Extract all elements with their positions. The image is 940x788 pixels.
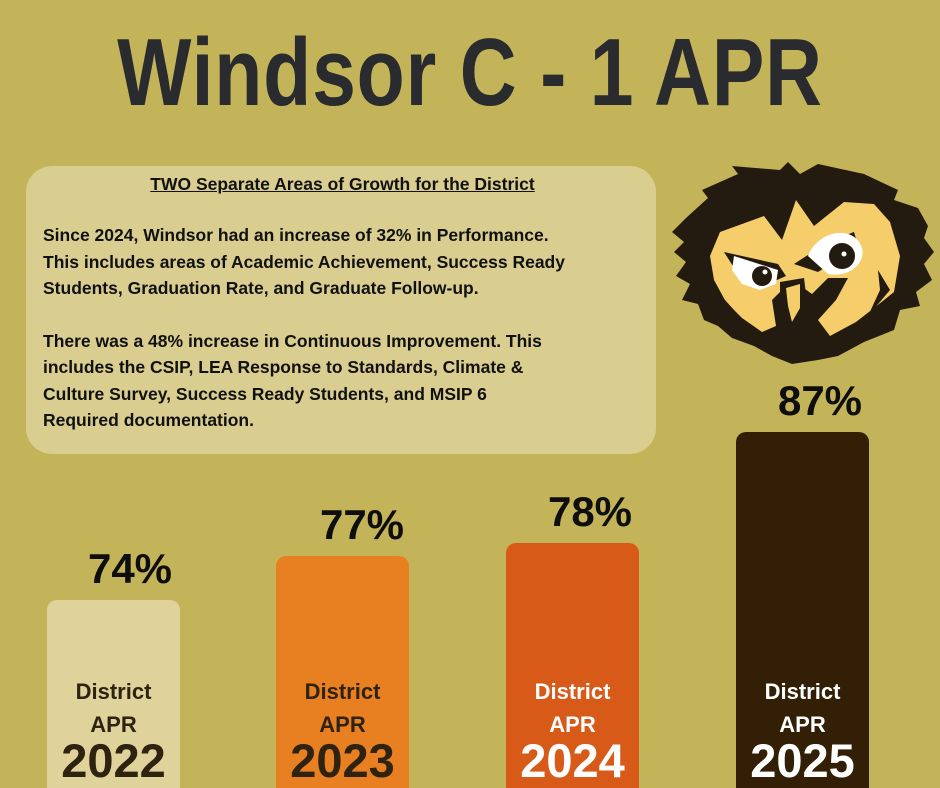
info-box: TWO Separate Areas of Growth for the Dis… [26, 166, 656, 454]
bar-value-2024: 78% [547, 488, 633, 535]
bar-value-2025: 87% [777, 377, 863, 424]
bar-2025: District APR 2025 [736, 432, 869, 788]
info-line: Students, Graduation Rate, and Graduate … [43, 278, 479, 298]
info-paragraph-performance: Since 2024, Windsor had an increase of 3… [43, 222, 642, 302]
bar-label-district: District [75, 679, 152, 704]
bar-2023: District APR 2023 [276, 556, 409, 788]
bar-value-2022: 74% [87, 545, 173, 592]
bar-label-apr: APR [779, 712, 826, 737]
info-line: Since 2024, Windsor had an increase of 3… [43, 225, 549, 245]
bar-2022: District APR 2022 [47, 600, 180, 788]
bar-label-apr: APR [90, 712, 137, 737]
bar-label-district: District [764, 679, 841, 704]
bar-label-year: 2024 [520, 734, 625, 787]
bar-label-apr: APR [549, 712, 596, 737]
info-line: Culture Survey, Success Ready Students, … [43, 383, 487, 404]
bar-label-year: 2023 [290, 734, 395, 787]
info-heading: TWO Separate Areas of Growth for the Dis… [150, 174, 535, 194]
info-line: This includes areas of Academic Achievem… [43, 251, 565, 272]
info-line: includes the CSIP, LEA Response to Stand… [43, 357, 524, 377]
page-title: Windsor C - 1 APR [117, 19, 823, 126]
bar-2024: District APR 2024 [506, 543, 639, 788]
info-line: There was a 48% increase in Continuous I… [43, 330, 542, 351]
info-line: Required documentation. [43, 410, 254, 430]
bar-label-year: 2025 [750, 734, 855, 787]
bar-label-district: District [534, 679, 611, 704]
owl-mascot-icon [672, 162, 934, 364]
bar-label-year: 2022 [61, 734, 166, 787]
bar-value-2023: 77% [319, 501, 405, 548]
bar-label-district: District [304, 679, 381, 704]
bar-label-apr: APR [319, 712, 366, 737]
info-paragraph-continuous-improvement: There was a 48% increase in Continuous I… [43, 328, 642, 434]
